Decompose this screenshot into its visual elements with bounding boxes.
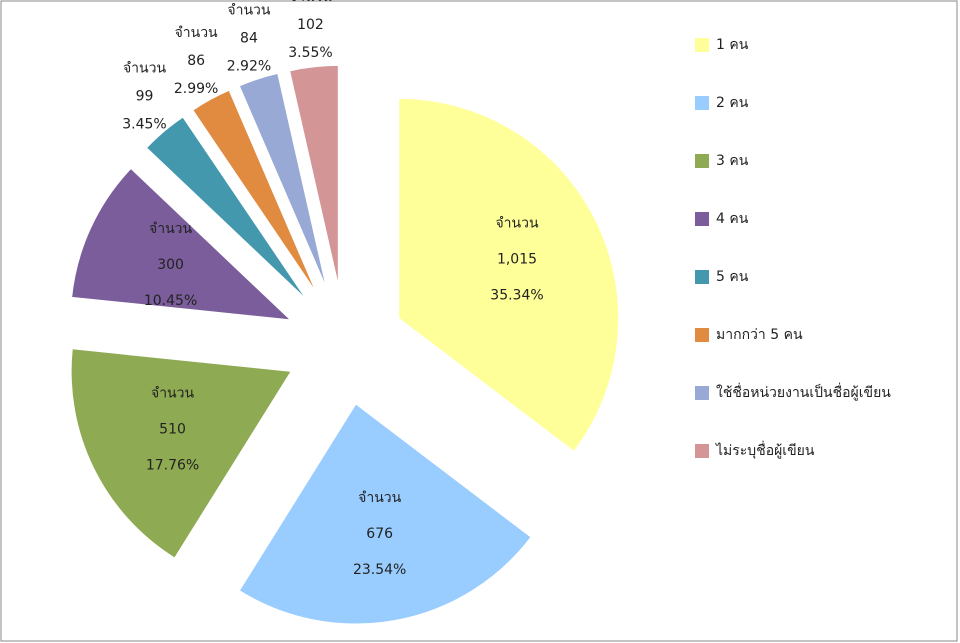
data-label-percent: 3.45% <box>122 117 166 133</box>
legend-label: มากกว่า 5 คน <box>716 327 803 343</box>
pie-slice <box>192 89 317 293</box>
data-label-percent: 17.76% <box>146 457 199 473</box>
legend-label: ไม่ระบุชื่อผู้เขียน <box>715 441 815 459</box>
data-label-percent: 2.99% <box>174 81 218 97</box>
data-label-value: 84 <box>240 30 258 46</box>
pie-slice <box>238 72 327 289</box>
data-label-caption: จำนวน <box>358 490 401 506</box>
pie-slice <box>145 116 307 300</box>
data-label-percent: 10.45% <box>144 293 197 309</box>
data-label-caption: จำนวน <box>227 2 270 18</box>
legend-label: 1 คน <box>716 37 749 53</box>
legend-label: ใช้ชื่อหน่วยงานเป็นชื่อผู้เขียน <box>716 383 891 401</box>
data-label-percent: 35.34% <box>490 288 543 304</box>
legend-label: 2 คน <box>716 95 749 111</box>
pie-slice <box>71 167 292 321</box>
data-label-percent: 2.92% <box>227 58 271 74</box>
legend-swatch <box>695 96 709 110</box>
data-label-value: 300 <box>157 257 184 273</box>
data-label-percent: 3.55% <box>288 45 332 61</box>
data-label-value: 99 <box>136 89 154 105</box>
pie-slice <box>70 348 292 559</box>
data-label-caption: จำนวน <box>495 216 538 232</box>
data-label-value: 86 <box>187 53 205 69</box>
data-label-value: 676 <box>366 526 393 542</box>
legend-swatch <box>695 386 709 400</box>
legend-swatch <box>695 328 709 342</box>
data-label-value: 510 <box>159 421 186 437</box>
legend-swatch <box>695 154 709 168</box>
pie-slice <box>289 64 339 286</box>
data-label-caption: จำนวน <box>123 61 166 77</box>
legend-swatch <box>695 444 709 458</box>
data-label-caption: จำนวน <box>289 0 332 5</box>
legend-swatch <box>695 212 709 226</box>
data-label-caption: จำนวน <box>149 221 192 237</box>
data-label-value: 102 <box>297 17 324 33</box>
pie-slice <box>398 97 620 453</box>
data-label-value: 1,015 <box>497 252 537 268</box>
data-label-percent: 23.54% <box>353 562 406 578</box>
data-label-caption: จำนวน <box>151 385 194 401</box>
legend-swatch <box>695 270 709 284</box>
legend-label: 4 คน <box>716 211 749 227</box>
data-label-caption: จำนวน <box>175 25 218 41</box>
legend-label: 5 คน <box>716 269 749 285</box>
legend-label: 3 คน <box>716 153 749 169</box>
pie-slice <box>238 403 532 625</box>
legend-swatch <box>695 38 709 52</box>
